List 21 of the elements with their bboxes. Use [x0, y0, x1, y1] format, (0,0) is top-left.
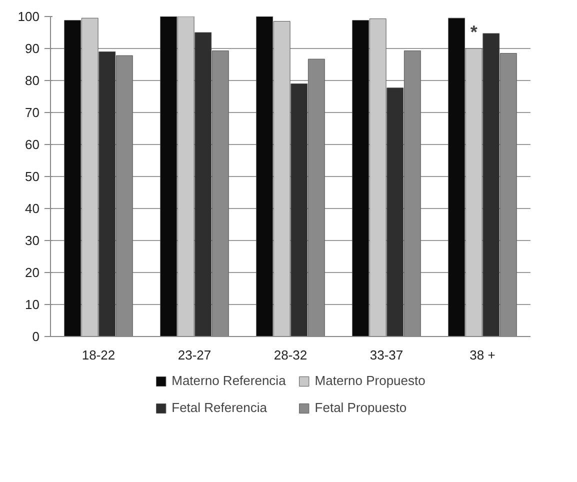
legend-label: Materno Referencia — [172, 373, 286, 388]
y-tick-label: 60 — [25, 137, 40, 152]
y-tick-label: 90 — [25, 41, 40, 56]
y-tick-label: 30 — [25, 233, 40, 248]
x-tick-label: 18-22 — [82, 348, 116, 362]
y-tick-label: 10 — [25, 297, 40, 312]
y-tick-label: 40 — [25, 201, 40, 216]
y-tick-label: 70 — [25, 105, 40, 120]
y-tick-label: 50 — [25, 169, 40, 184]
x-tick-label: 23-27 — [178, 348, 212, 362]
y-tick-label: 100 — [18, 9, 40, 24]
legend-label: Materno Propuesto — [314, 373, 426, 388]
y-tick-label: 0 — [32, 329, 40, 344]
legend-label: Fetal Propuesto — [314, 400, 407, 415]
annotation: * — [470, 22, 478, 42]
y-tick-label: 80 — [25, 73, 40, 88]
x-tick-label: 38 + — [470, 348, 496, 362]
x-tick-label: 28-32 — [274, 348, 308, 362]
y-tick-label: 20 — [25, 265, 40, 280]
legend-label: Fetal Referencia — [172, 400, 268, 415]
x-tick-label: 33-37 — [370, 348, 404, 362]
